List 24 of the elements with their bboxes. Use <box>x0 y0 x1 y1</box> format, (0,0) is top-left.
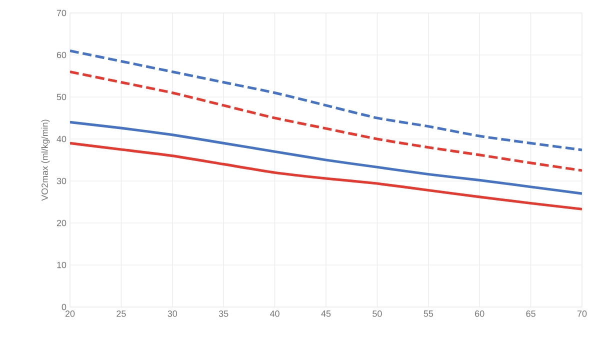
line-series <box>70 50 582 152</box>
y-axis-title: VO2max (ml/kg/min) <box>41 120 50 201</box>
x-tick-label: 40 <box>270 310 280 317</box>
x-tick-label: 50 <box>372 310 382 317</box>
y-tick-label: 60 <box>56 52 66 58</box>
y-tick-label: 0 <box>62 304 66 310</box>
y-tick-label: 50 <box>56 94 66 100</box>
y-tick-label: 30 <box>56 178 66 184</box>
line-series <box>70 120 582 195</box>
y-tick-label: 10 <box>57 262 66 268</box>
x-tick-label: 30 <box>168 310 178 317</box>
x-tick-label: 70 <box>577 310 587 317</box>
x-tick-label: 35 <box>218 310 228 317</box>
line-series <box>70 142 582 210</box>
y-tick-label: 20 <box>56 220 66 226</box>
x-tick-label: 60 <box>475 310 484 317</box>
x-tick-label: 45 <box>321 310 331 317</box>
y-tick-label: 70 <box>56 10 66 16</box>
y-tick-label: 40 <box>56 136 66 142</box>
x-tick-label: 20 <box>65 310 75 317</box>
x-tick-label: 25 <box>116 310 126 317</box>
x-tick-label: 65 <box>526 310 536 317</box>
x-tick-label: 55 <box>424 310 434 317</box>
line-series <box>70 70 582 172</box>
